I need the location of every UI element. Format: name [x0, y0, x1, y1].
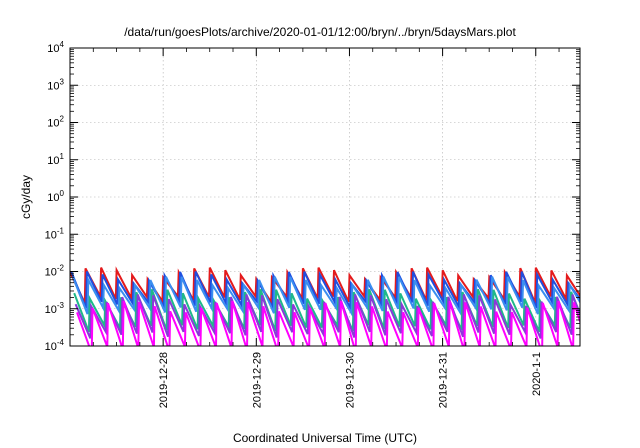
y-tick-label: 10-2 [45, 264, 65, 279]
x-tick-label: 2019-12-30 [344, 352, 356, 408]
series-line [70, 270, 580, 312]
x-axis-label: Coordinated Universal Time (UTC) [233, 431, 417, 445]
x-tick-label: 2020-1-1 [531, 352, 543, 396]
y-tick-label: 10-3 [45, 301, 65, 316]
y-tick-label: 101 [47, 152, 64, 167]
y-tick-label: 10-4 [45, 338, 65, 353]
chart-title: /data/run/goesPlots/archive/2020-01-01/1… [124, 25, 516, 39]
x-axis: 2019-12-28 2019-12-29 2019-12-30 2019-12-31… [92, 48, 560, 408]
y-tick-label: 104 [47, 40, 64, 55]
y-tick-label: 102 [47, 115, 64, 130]
series-line [76, 300, 580, 346]
y-axis-label: cGy/day [19, 175, 33, 219]
x-tick-label: 2019-12-28 [158, 352, 170, 408]
series-line [74, 294, 580, 339]
y-tick-label: 100 [47, 189, 64, 204]
x-tick-label: 2019-12-29 [251, 352, 263, 408]
y-axis: 10-4 10-3 10-2 10-1 100 101 102 103 104 [45, 40, 580, 353]
x-tick-label: 2019-12-31 [438, 352, 450, 408]
y-tick-label: 10-1 [45, 226, 65, 241]
y-tick-label: 103 [47, 77, 64, 92]
series-group [70, 266, 580, 346]
series-line [73, 288, 580, 333]
series-line [71, 276, 580, 317]
series-line [70, 266, 580, 306]
